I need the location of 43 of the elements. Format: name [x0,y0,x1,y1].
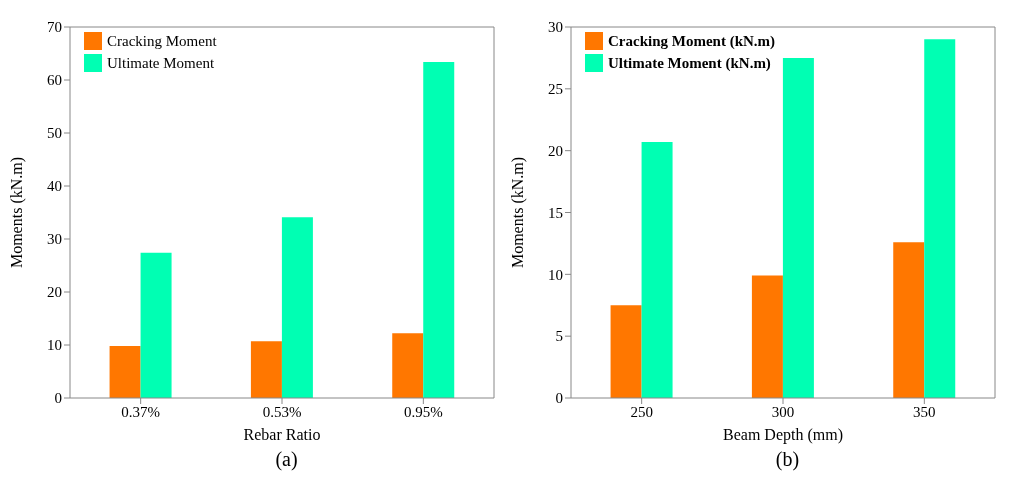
y-tick-label: 10 [548,266,563,283]
bar [782,57,814,398]
bar [109,346,141,398]
x-tick-label: 350 [913,403,936,420]
bar [641,142,673,398]
bar [423,61,455,398]
bar [250,341,282,398]
y-axis-title: Moments (kN.m) [508,156,527,269]
y-tick-label: 70 [47,19,62,36]
y-tick-label: 0 [54,390,62,407]
y-axis-title: Moments (kN.m) [7,156,26,269]
x-axis-title: Rebar Ratio [243,426,321,443]
bar [924,39,956,398]
y-tick-label: 20 [548,142,563,159]
x-tick-label: 0.53% [262,403,302,420]
y-tick-label: 60 [47,72,62,89]
y-tick-label: 5 [555,328,563,345]
x-tick-label: 0.37% [121,403,161,420]
legend-label: Ultimate Moment [107,54,215,73]
text: (a) [274,448,299,471]
y-tick-label: 40 [47,178,62,195]
legend-label: Ultimate Moment (kN.m) [608,54,771,73]
y-tick-label: 10 [47,337,62,354]
x-axis-title: Beam Depth (mm) [723,426,843,444]
y-tick-label: 30 [548,19,563,36]
bar [610,305,642,398]
y-tick-label: 30 [47,231,62,248]
legend-label: Cracking Moment (kN.m) [608,32,776,51]
text: (b) [774,448,801,471]
legend-label: Cracking Moment [107,32,217,51]
bar [751,275,783,398]
bar [281,217,313,398]
x-tick-label: 0.95% [403,403,443,420]
y-tick-label: 0 [555,390,563,407]
x-tick-label: 250 [630,403,653,420]
bar [140,252,172,398]
y-tick-label: 25 [548,81,563,98]
bar [392,333,424,398]
y-tick-label: 20 [47,284,62,301]
y-tick-label: 15 [548,204,563,221]
y-tick-label: 50 [47,125,62,142]
x-tick-label: 300 [771,403,795,420]
bar [893,242,925,398]
